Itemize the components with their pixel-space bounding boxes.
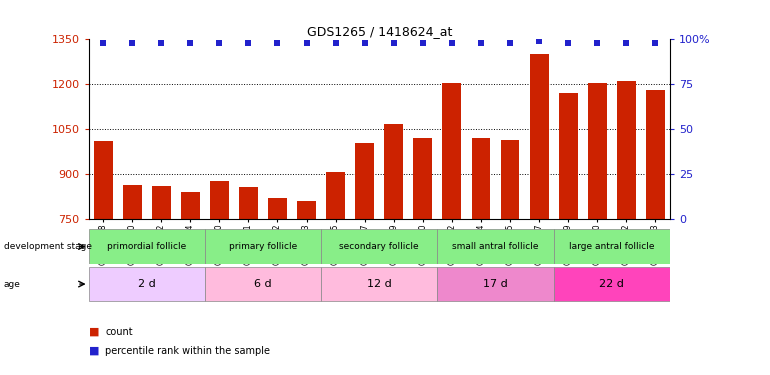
Point xyxy=(620,40,632,46)
Bar xyxy=(268,198,287,219)
Text: percentile rank within the sample: percentile rank within the sample xyxy=(105,346,270,355)
Bar xyxy=(355,143,374,219)
Point xyxy=(533,38,545,44)
Point xyxy=(387,40,400,46)
Text: age: age xyxy=(4,280,21,289)
Bar xyxy=(152,186,171,219)
Text: 2 d: 2 d xyxy=(138,279,156,289)
Bar xyxy=(554,230,670,264)
Bar xyxy=(384,124,403,219)
Bar xyxy=(210,181,229,219)
Point xyxy=(184,40,196,46)
Bar xyxy=(89,267,205,301)
Text: 12 d: 12 d xyxy=(367,279,392,289)
Point xyxy=(359,40,371,46)
Bar xyxy=(181,192,199,219)
Point xyxy=(97,40,109,46)
Bar xyxy=(437,267,554,301)
Point xyxy=(155,40,167,46)
Bar xyxy=(443,83,461,219)
Bar xyxy=(617,81,636,219)
Bar xyxy=(122,185,142,219)
Point xyxy=(271,40,283,46)
Text: ■: ■ xyxy=(89,327,99,337)
Bar xyxy=(413,138,432,219)
Point xyxy=(330,40,342,46)
Point xyxy=(446,40,458,46)
Text: 22 d: 22 d xyxy=(599,279,624,289)
Point xyxy=(504,40,516,46)
Bar xyxy=(530,54,548,219)
Bar xyxy=(239,187,258,219)
Bar xyxy=(588,83,607,219)
Point xyxy=(475,40,487,46)
Point xyxy=(243,40,255,46)
Bar xyxy=(559,93,578,219)
Point xyxy=(562,40,574,46)
Bar xyxy=(321,267,437,301)
Bar xyxy=(500,140,520,219)
Bar xyxy=(297,201,316,219)
Bar xyxy=(646,90,665,219)
Point xyxy=(591,40,604,46)
Bar xyxy=(94,141,112,219)
Point xyxy=(126,40,139,46)
Bar xyxy=(471,138,490,219)
Point xyxy=(417,40,429,46)
Point xyxy=(300,40,313,46)
Bar xyxy=(321,230,437,264)
Point xyxy=(649,40,661,46)
Text: primary follicle: primary follicle xyxy=(229,242,297,251)
Bar xyxy=(205,230,321,264)
Text: primordial follicle: primordial follicle xyxy=(107,242,186,251)
Bar xyxy=(437,230,554,264)
Text: 17 d: 17 d xyxy=(483,279,508,289)
Bar xyxy=(326,172,345,219)
Text: small antral follicle: small antral follicle xyxy=(452,242,539,251)
Text: ■: ■ xyxy=(89,346,99,355)
Text: secondary follicle: secondary follicle xyxy=(340,242,419,251)
Point xyxy=(213,40,226,46)
Text: development stage: development stage xyxy=(4,242,92,251)
Bar xyxy=(205,267,321,301)
Text: 6 d: 6 d xyxy=(254,279,272,289)
Bar xyxy=(554,267,670,301)
Text: large antral follicle: large antral follicle xyxy=(569,242,654,251)
Bar xyxy=(89,230,205,264)
Text: count: count xyxy=(105,327,133,337)
Title: GDS1265 / 1418624_at: GDS1265 / 1418624_at xyxy=(306,25,452,38)
